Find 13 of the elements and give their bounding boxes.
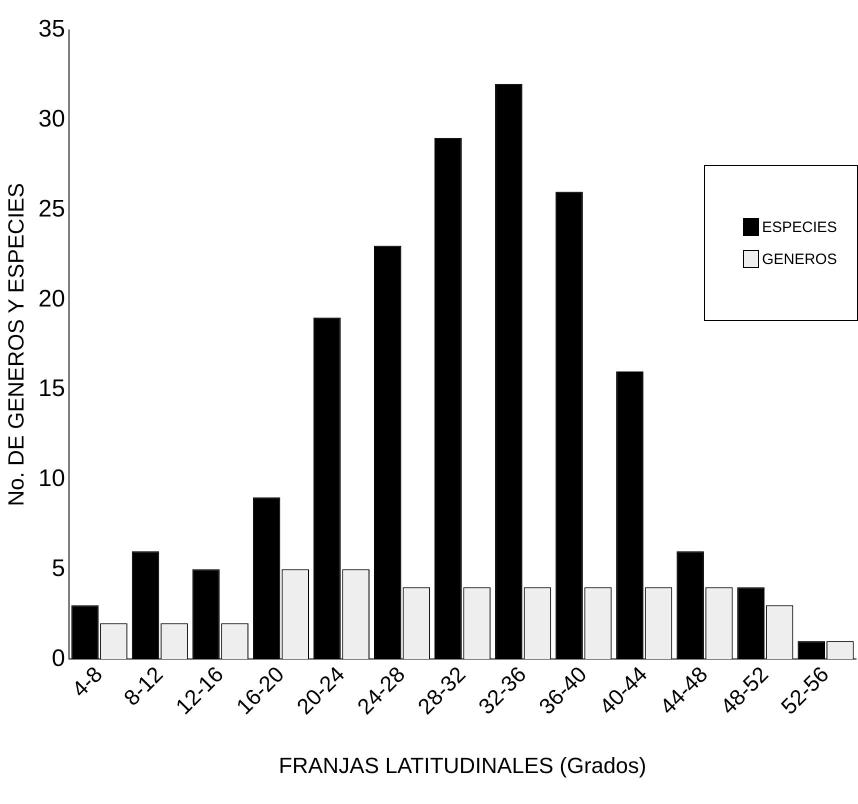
y-tick-label: 10 (38, 465, 66, 492)
y-tick-label: 35 (38, 16, 66, 43)
y-tick-label: 0 (52, 644, 66, 672)
y-tick-label: 15 (38, 375, 66, 402)
y-axis-title: No. DE GENEROS Y ESPECIES (3, 182, 28, 506)
y-tick-label: 25 (38, 195, 66, 222)
y-tick-label: 30 (38, 106, 66, 133)
x-tick-label: 4-8 (67, 662, 108, 702)
legend-label: GENEROS (762, 250, 837, 268)
y-tick-label: 5 (52, 554, 66, 582)
y-tick-label: 20 (38, 285, 66, 312)
x-axis-title: FRANJAS LATITUDINALES (Grados) (278, 752, 646, 778)
legend-label: ESPECIES (762, 218, 837, 236)
